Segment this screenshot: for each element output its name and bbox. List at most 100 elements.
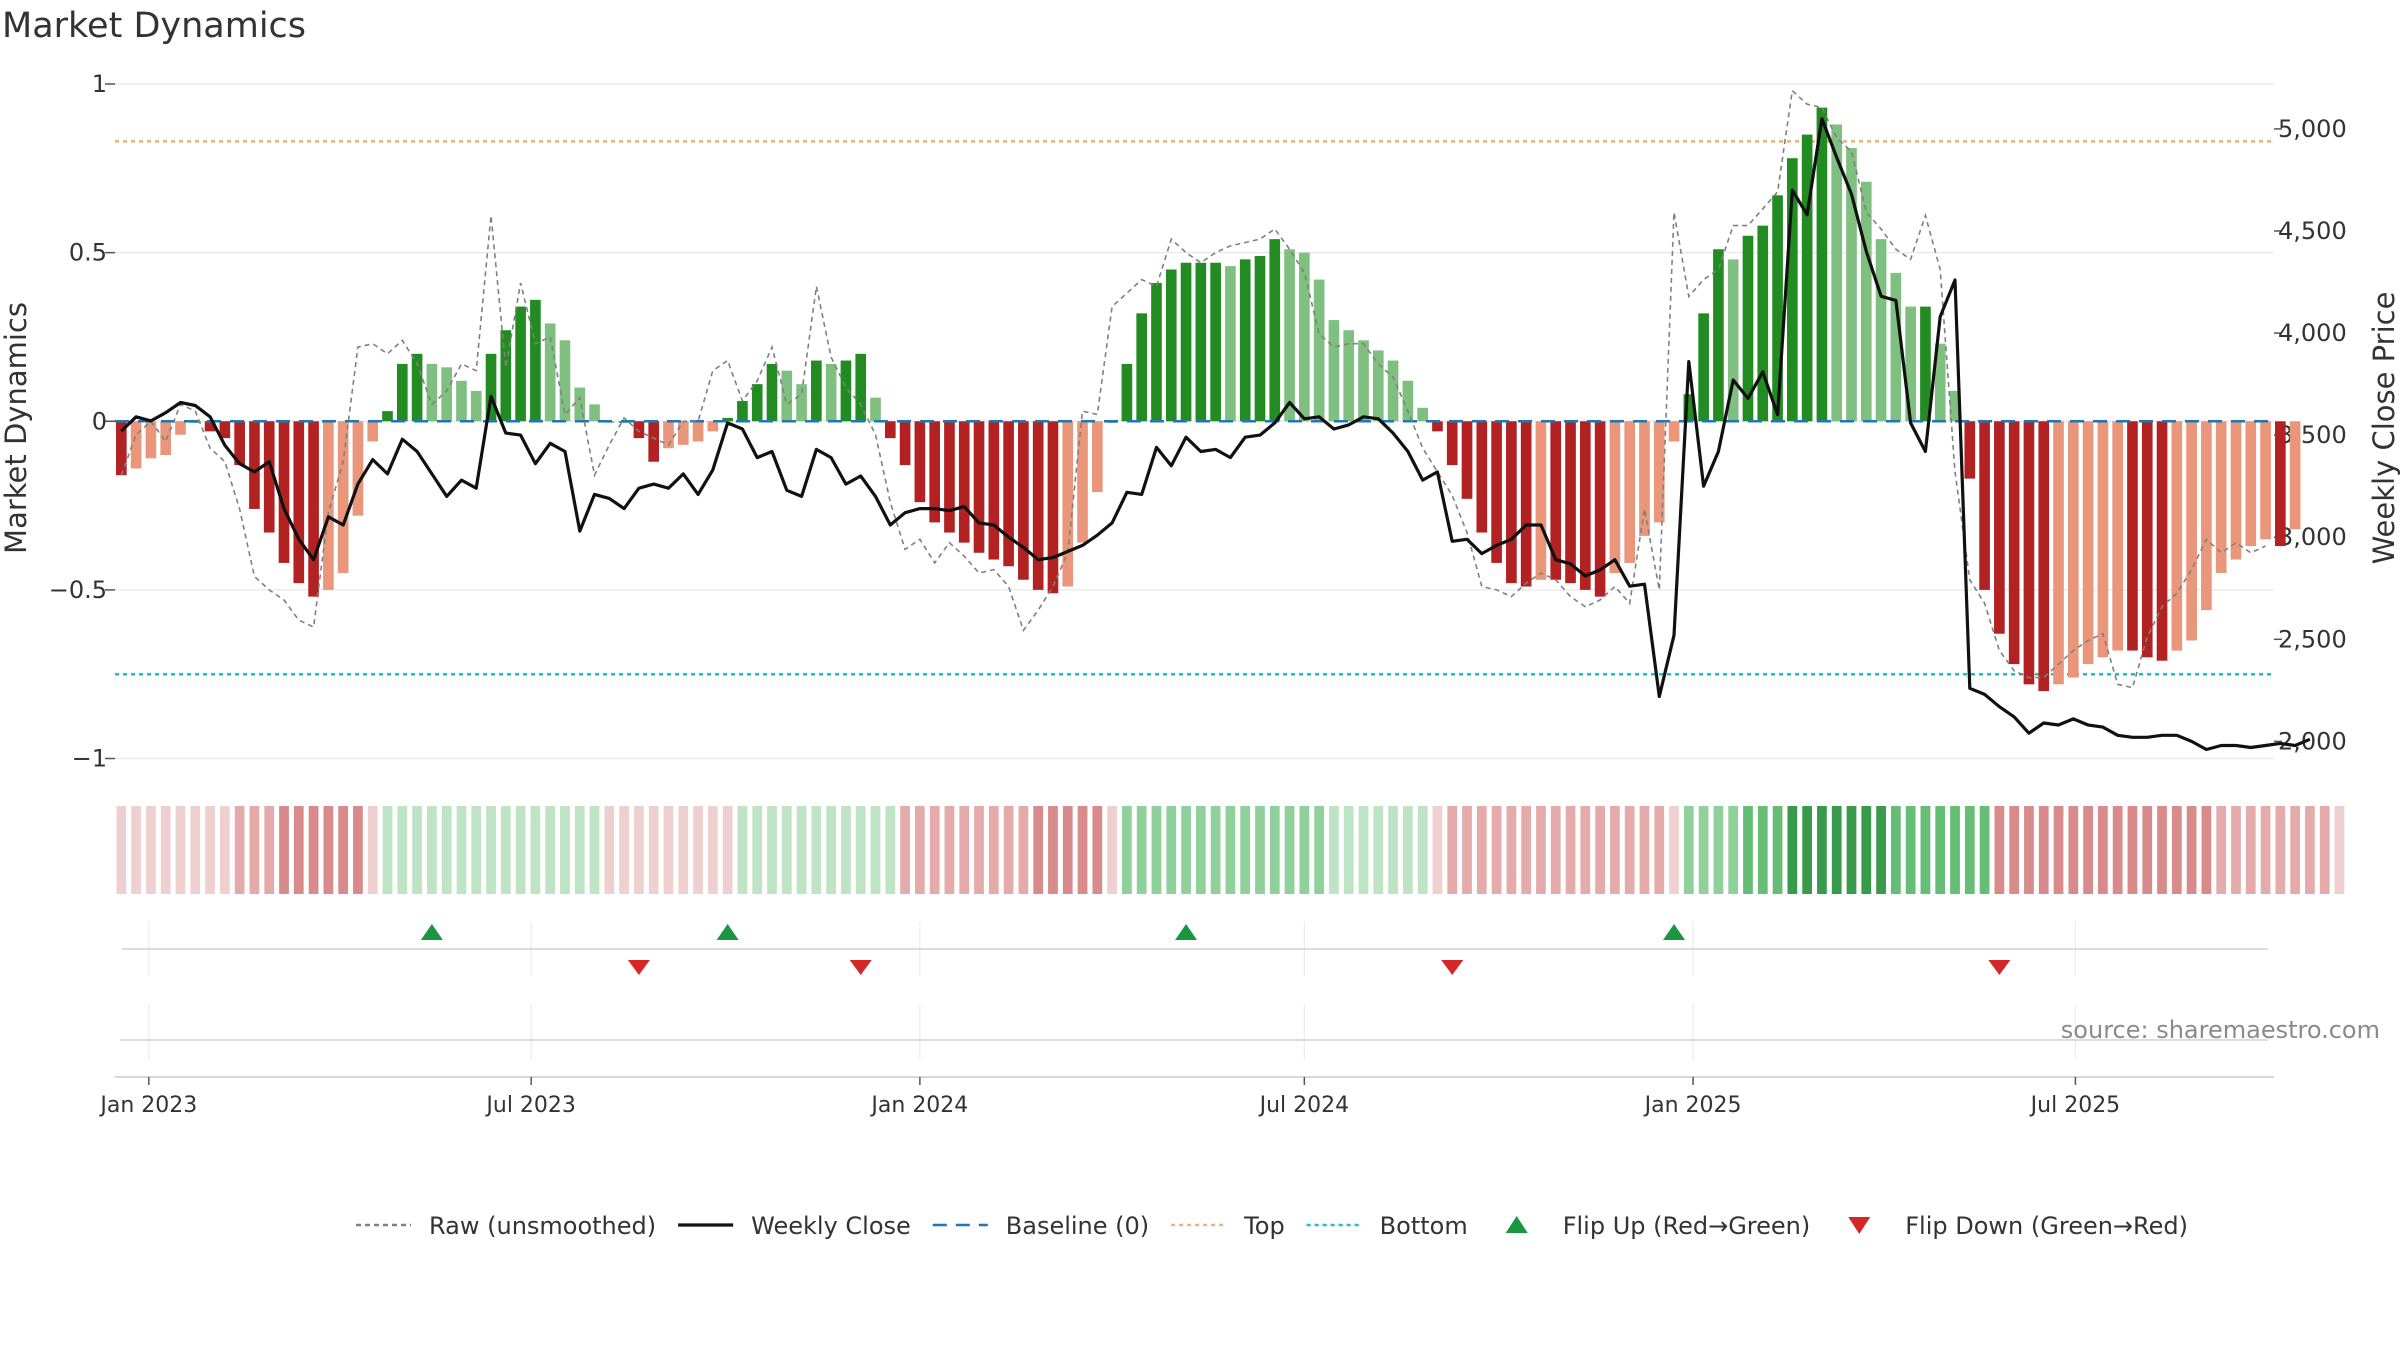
regime-cell (1979, 806, 1990, 894)
dynamics-bar (677, 421, 689, 445)
dynamics-bar (1905, 306, 1916, 422)
dynamics-bar (914, 421, 926, 503)
dynamics-bar (1461, 421, 1473, 499)
regime-cell (219, 806, 230, 894)
dynamics-bar (1284, 249, 1295, 422)
dynamics-bar (1372, 350, 1384, 422)
regime-cell (1624, 806, 1635, 894)
dynamics-bar (1018, 421, 1029, 580)
dynamics-bar (2053, 421, 2064, 685)
dynamics-bar (2023, 421, 2035, 685)
regime-cell (1240, 806, 1251, 894)
dynamics-bar (811, 360, 822, 422)
dynamics-bar (1831, 124, 1843, 422)
dynamics-bar (574, 387, 586, 422)
dynamics-bar (1047, 421, 1059, 594)
dynamics-bar (219, 421, 231, 439)
dynamics-bar (2038, 421, 2050, 692)
regime-cell (1846, 806, 1857, 894)
dynamics-bar (840, 360, 852, 422)
regime-cell (471, 806, 482, 894)
regime-cell (841, 806, 851, 894)
dynamics-bar (944, 421, 955, 533)
regime-cell (1107, 806, 1117, 894)
dynamics-bar (175, 421, 186, 435)
dynamics-bar (1254, 256, 1266, 422)
legend-label: Bottom (1380, 1212, 1468, 1240)
regime-cell (2083, 806, 2093, 894)
flip-up-marker (420, 924, 443, 940)
dynamics-bar (1579, 421, 1591, 590)
regime-cell (456, 806, 467, 894)
dynamics-bar (293, 421, 305, 584)
regime-cell (1388, 806, 1398, 894)
source-label: source: sharemaestro.com (2061, 1016, 2380, 1044)
dynamics-bar (396, 363, 408, 422)
dynamics-bar (1506, 421, 1517, 584)
dynamics-bar (722, 417, 733, 422)
regime-cell (1950, 806, 1960, 894)
dynamics-bars (115, 107, 2301, 692)
regime-cell (1432, 806, 1443, 894)
regime-cell (205, 806, 215, 894)
dynamics-bar (367, 421, 379, 442)
legend-label: Raw (unsmoothed) (429, 1212, 656, 1240)
dynamics-bar (544, 323, 556, 422)
dynamics-bar (1772, 195, 1783, 422)
regime-cell (426, 806, 437, 894)
dynamics-bar (426, 363, 438, 422)
dynamics-bar (1151, 282, 1162, 422)
regime-cell (2186, 806, 2197, 894)
dynamics-bar (988, 421, 1000, 560)
flip-up-marker (716, 924, 739, 940)
dynamics-bar (1387, 360, 1399, 422)
regime-cell (944, 806, 955, 894)
regime-cell (397, 806, 408, 894)
dynamics-bar (1210, 262, 1221, 422)
dynamics-bar (1195, 262, 1207, 422)
dynamics-bar (2275, 421, 2286, 547)
dynamics-bar (1846, 148, 1857, 422)
regime-cell (1831, 806, 1842, 894)
regime-cell (1033, 806, 1044, 894)
dynamics-bar (1639, 421, 1650, 536)
dynamics-bar (1165, 269, 1177, 422)
dynamics-bar (160, 421, 172, 455)
regime-cell (1447, 806, 1458, 894)
dynamics-bar (899, 421, 911, 466)
regime-cell (515, 806, 526, 894)
dynamics-bar (1565, 421, 1576, 584)
series-lines (120, 89, 2311, 752)
dynamics-bar (737, 401, 748, 422)
regime-cell (1003, 806, 1014, 894)
date-tick-label: Jul 2025 (2029, 1093, 2121, 1118)
dynamics-bar (1609, 421, 1621, 574)
regime-cell (1077, 806, 1088, 894)
dynamics-bar (1003, 421, 1014, 567)
regime-cell (767, 806, 777, 894)
regime-cell (1654, 806, 1665, 894)
regime-cell (1417, 806, 1428, 894)
dynamics-bar (1979, 421, 1990, 590)
date-tick-label: Jan 2024 (869, 1093, 968, 1118)
regime-cell (678, 806, 689, 894)
regime-cell (855, 806, 866, 894)
dynamics-bar (1727, 259, 1739, 422)
regime-cell (1698, 806, 1709, 894)
dynamics-bar (411, 353, 423, 422)
legend-label: Weekly Close (751, 1212, 911, 1240)
regime-cell (1136, 806, 1147, 894)
regime-cell (648, 806, 659, 894)
dynamics-bar (2156, 421, 2168, 661)
regime-cell (1890, 806, 1901, 894)
regime-cell (1802, 806, 1813, 894)
regime-cell (1314, 806, 1325, 894)
dynamics-bar (2171, 421, 2183, 651)
regime-cell (2334, 806, 2345, 894)
regime-cell (2275, 806, 2286, 894)
regime-cell (752, 806, 763, 894)
regime-cell (1018, 806, 1029, 894)
y2-tick-label: 2,000 (2278, 727, 2347, 755)
dynamics-bar (1520, 421, 1532, 587)
